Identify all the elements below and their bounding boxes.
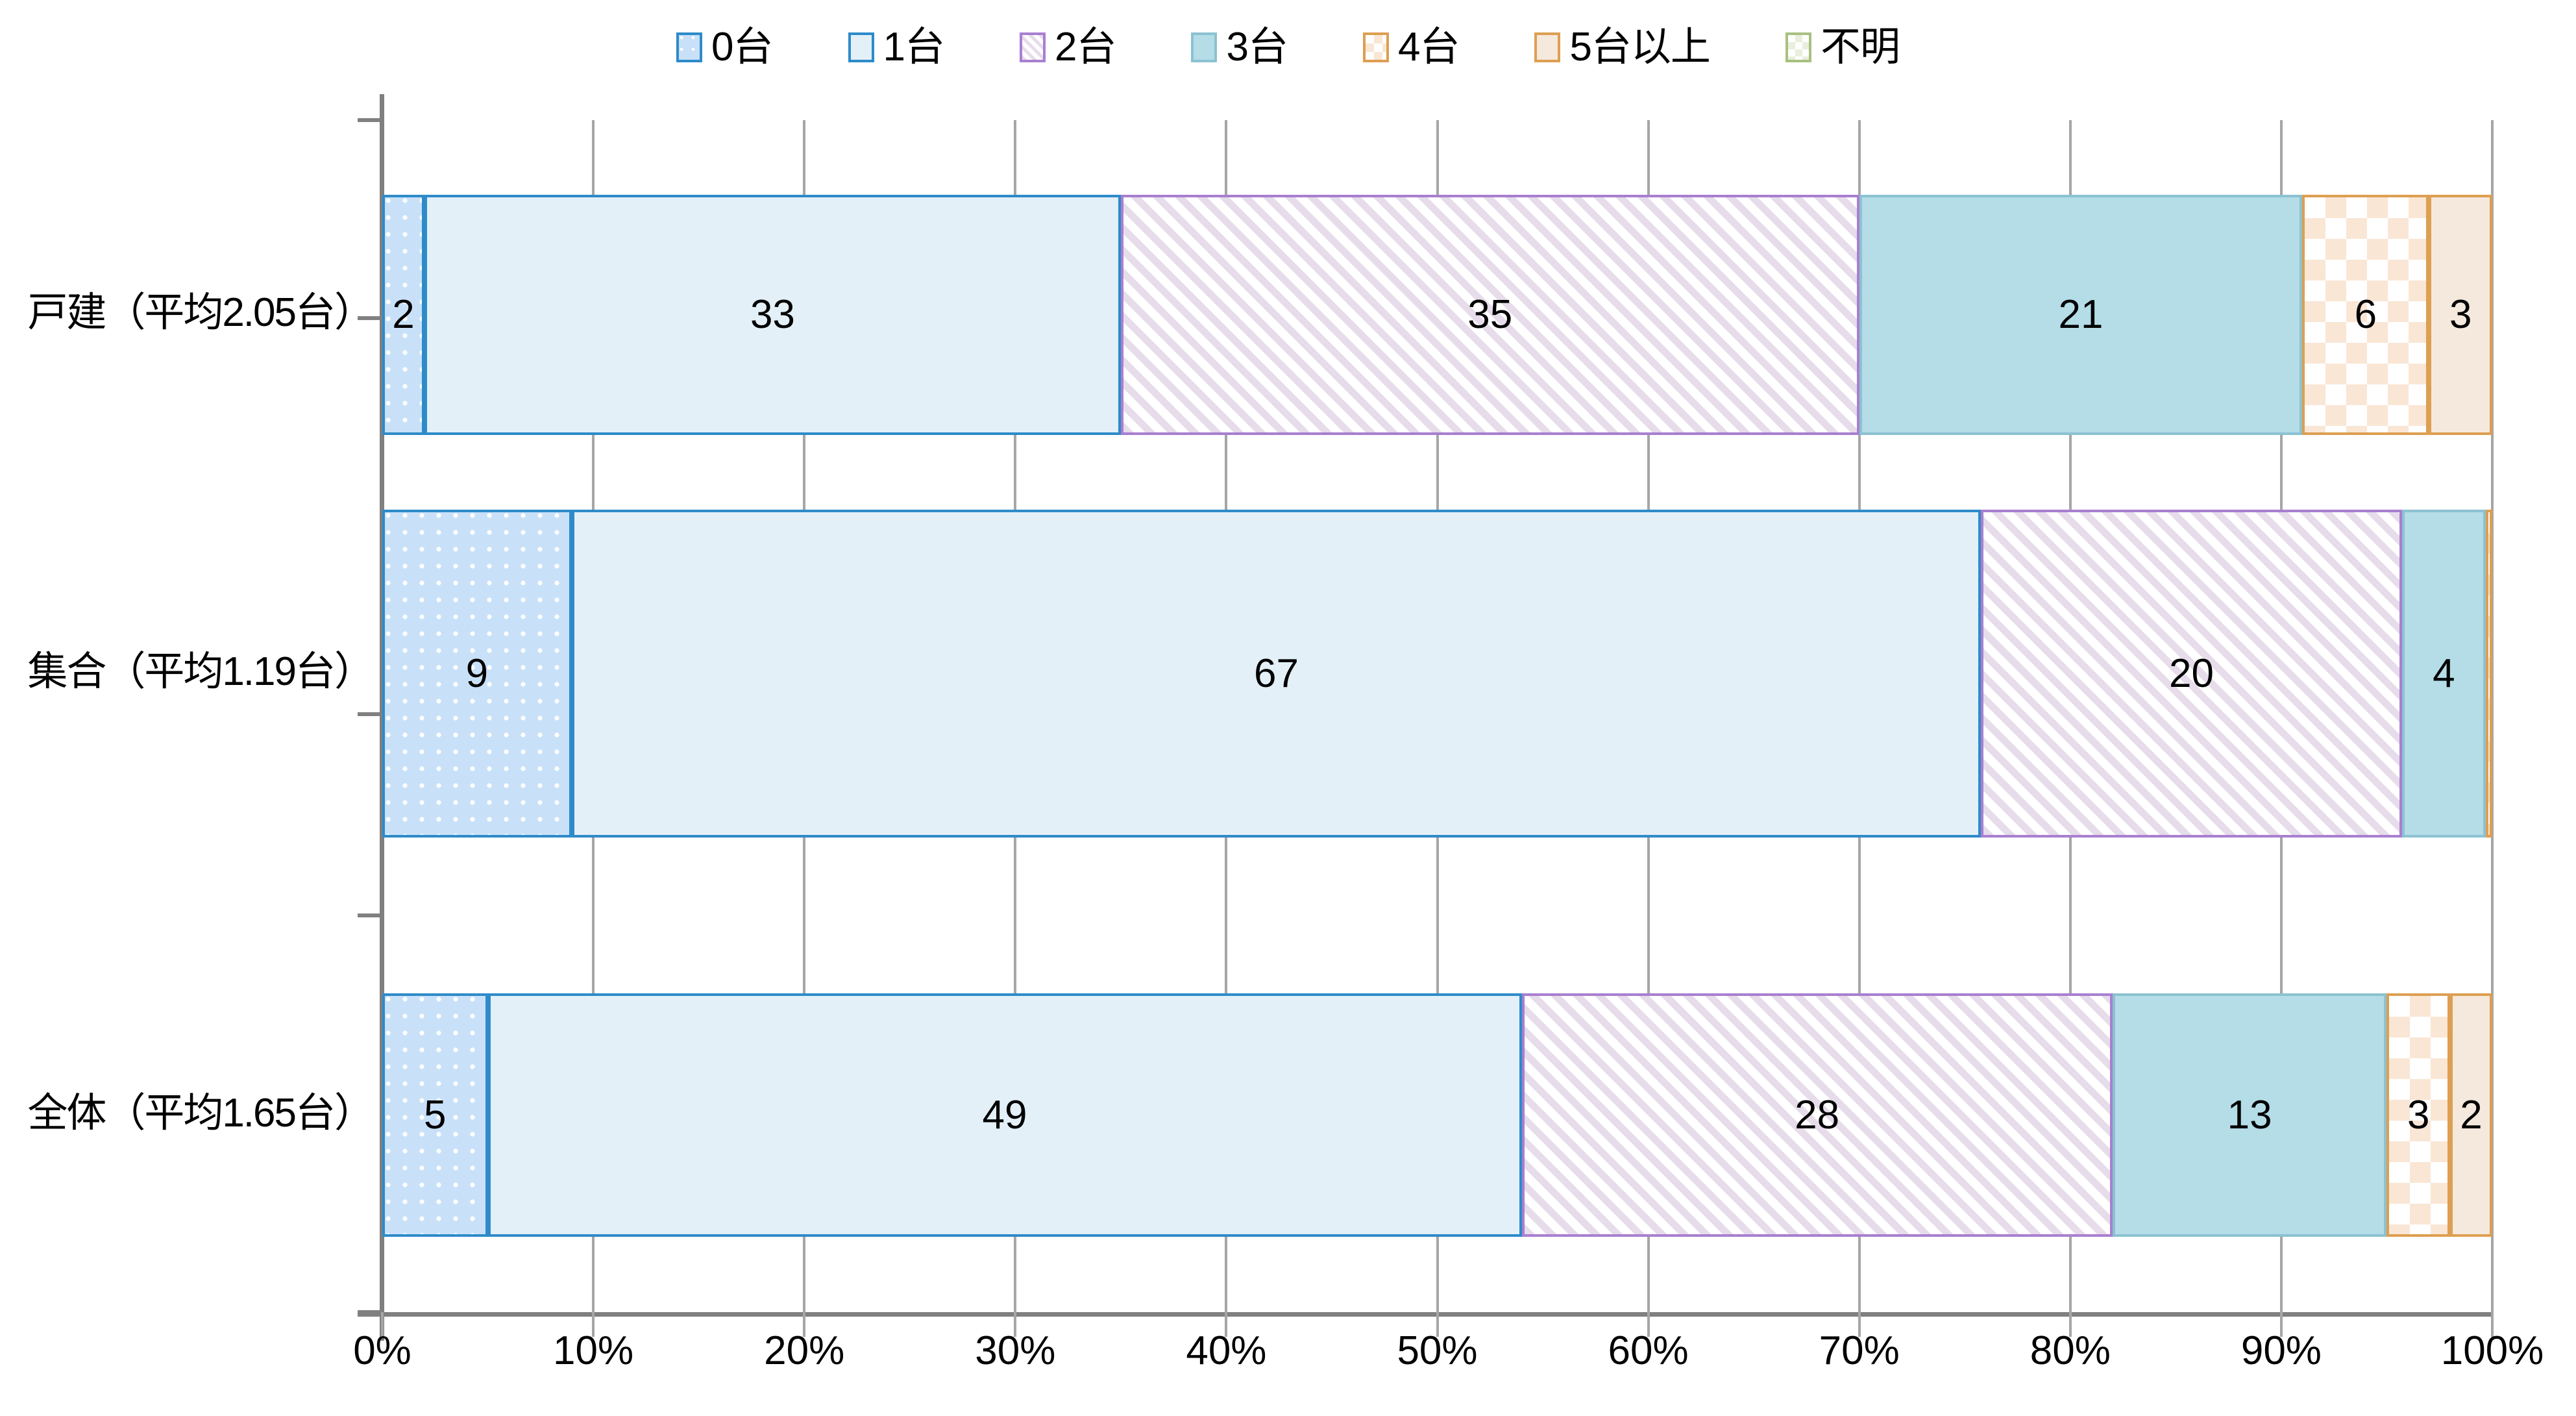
- x-tick-70: [1858, 1312, 1861, 1337]
- y-tick-2: [358, 712, 382, 716]
- legend-label-1: 1台: [883, 25, 945, 69]
- bar-value-label-2-4: 3: [2407, 1092, 2430, 1137]
- bar-segment-0-2[interactable]: 35: [1120, 195, 1859, 435]
- x-tick-60: [1647, 1312, 1650, 1337]
- bar-value-label-0-4: 6: [2354, 292, 2377, 337]
- y-tick-4: [358, 1310, 382, 1314]
- legend-item-3[interactable]: 3台: [1191, 25, 1288, 69]
- bar-value-label-2-2: 28: [1795, 1092, 1840, 1137]
- bar-value-label-0-2: 35: [1467, 292, 1513, 337]
- legend-item-4[interactable]: 4台: [1362, 25, 1460, 69]
- x-tick-40: [1225, 1312, 1228, 1337]
- y-tick-1: [358, 316, 382, 320]
- x-tick-label-7: 70%: [1819, 1328, 1900, 1373]
- bar-segment-2-3[interactable]: 13: [2112, 993, 2387, 1237]
- legend-item-6[interactable]: 不明: [1785, 27, 1900, 68]
- bar-value-label-1-1: 67: [1254, 651, 1299, 696]
- bar-value-label-1-3: 4: [2433, 651, 2455, 696]
- legend-swatch-2-icon: [1020, 32, 1046, 62]
- bar-segment-1-3[interactable]: 4: [2401, 510, 2486, 838]
- category-label-1: 集合（平均1.19台）: [27, 649, 374, 694]
- bar-segment-1-2[interactable]: 20: [1981, 510, 2402, 838]
- bar-segment-0-0[interactable]: 2: [382, 195, 425, 435]
- x-tick-label-3: 30%: [975, 1328, 1056, 1373]
- x-tick-90: [2279, 1312, 2283, 1337]
- bar-segment-0-1[interactable]: 33: [424, 195, 1121, 435]
- legend-label-6: 不明: [1820, 25, 1900, 69]
- x-tick-label-8: 80%: [2030, 1328, 2111, 1373]
- bar-segment-2-0[interactable]: 5: [382, 993, 488, 1237]
- bar-segment-2-5[interactable]: 2: [2449, 993, 2492, 1237]
- x-tick-10: [592, 1312, 595, 1337]
- x-tick-label-4: 40%: [1186, 1328, 1267, 1373]
- x-tick-label-0: 0%: [353, 1328, 411, 1373]
- x-tick-80: [2068, 1312, 2072, 1337]
- bar-segment-1-4[interactable]: [2486, 510, 2492, 838]
- value-axis-line: [380, 94, 384, 1341]
- legend-label-4: 4台: [1397, 25, 1460, 69]
- bar-segment-1-0[interactable]: 9: [382, 510, 572, 838]
- bar-value-label-0-5: 3: [2449, 292, 2472, 337]
- legend-label-0: 0台: [711, 25, 773, 69]
- x-tick-label-5: 50%: [1397, 1328, 1478, 1373]
- legend-item-2[interactable]: 2台: [1020, 27, 1116, 68]
- bar-segment-2-2[interactable]: 28: [1521, 993, 2113, 1237]
- legend-label-2: 2台: [1055, 25, 1116, 69]
- bar-segment-2-1[interactable]: 49: [487, 993, 1522, 1237]
- chart-legend: 0台 1台 2台 3台 4台 5台以上 不明: [0, 18, 2576, 77]
- bar-segment-1-1[interactable]: 67: [571, 510, 1981, 838]
- bar-segment-0-5[interactable]: 3: [2429, 195, 2492, 435]
- bar-value-label-0-1: 33: [750, 292, 795, 337]
- legend-swatch-4-icon: [1362, 32, 1389, 62]
- bar-segment-2-4[interactable]: 3: [2386, 993, 2450, 1237]
- plot-area: 2 33 35 21 6 3 9 67 20 4 5 49 28 13 3 2: [358, 94, 2494, 1341]
- category-axis-line: [358, 1312, 2492, 1317]
- bar-value-label-2-1: 49: [982, 1092, 1027, 1137]
- legend-item-5[interactable]: 5台以上: [1534, 25, 1711, 69]
- y-tick-0: [358, 118, 382, 122]
- legend-swatch-5-icon: [1534, 32, 1561, 62]
- x-tick-50: [1436, 1312, 1439, 1337]
- x-tick-30: [1014, 1312, 1017, 1337]
- legend-swatch-1-icon: [848, 32, 874, 62]
- x-tick-label-9: 90%: [2240, 1328, 2322, 1373]
- legend-swatch-6-icon: [1785, 32, 1811, 62]
- category-label-2: 全体（平均1.65台）: [27, 1090, 374, 1136]
- x-tick-label-6: 60%: [1608, 1328, 1689, 1373]
- category-label-0: 戸建（平均2.05台）: [27, 290, 374, 335]
- bar-value-label-2-5: 2: [2460, 1092, 2483, 1137]
- y-tick-3: [358, 913, 382, 917]
- bar-row-2: 5 49 28 13 3 2: [382, 993, 2492, 1237]
- x-tick-0: [381, 1312, 384, 1337]
- bar-segment-0-3[interactable]: 21: [1859, 195, 2303, 435]
- legend-item-0[interactable]: 0台: [676, 25, 774, 69]
- bar-row-1: 9 67 20 4: [382, 510, 2492, 838]
- legend-swatch-0-icon: [676, 32, 703, 62]
- bar-value-label-2-0: 5: [424, 1092, 447, 1137]
- value-axis-labels: 0% 10% 20% 30% 40% 50% 60% 70% 80% 90% 100%: [353, 1328, 2544, 1389]
- legend-label-3: 3台: [1226, 25, 1288, 69]
- bar-row-0: 2 33 35 21 6 3: [382, 195, 2492, 435]
- bar-value-label-2-3: 13: [2227, 1092, 2272, 1137]
- legend-label-5: 5台以上: [1569, 25, 1710, 69]
- bar-value-label-0-0: 2: [392, 292, 415, 337]
- x-tick-20: [803, 1312, 806, 1337]
- bar-value-label-0-3: 21: [2058, 292, 2104, 337]
- x-tick-label-1: 10%: [553, 1328, 634, 1373]
- x-tick-label-10: 100%: [2440, 1328, 2544, 1373]
- x-tick-100: [2491, 1312, 2494, 1337]
- gridline-100: [2491, 120, 2494, 1312]
- bar-value-label-1-2: 20: [2168, 651, 2214, 696]
- legend-swatch-3-icon: [1191, 32, 1218, 62]
- bar-value-label-1-0: 9: [465, 651, 489, 696]
- x-tick-label-2: 20%: [764, 1328, 845, 1373]
- bar-segment-0-4[interactable]: 6: [2302, 195, 2429, 435]
- legend-item-1[interactable]: 1台: [848, 25, 945, 69]
